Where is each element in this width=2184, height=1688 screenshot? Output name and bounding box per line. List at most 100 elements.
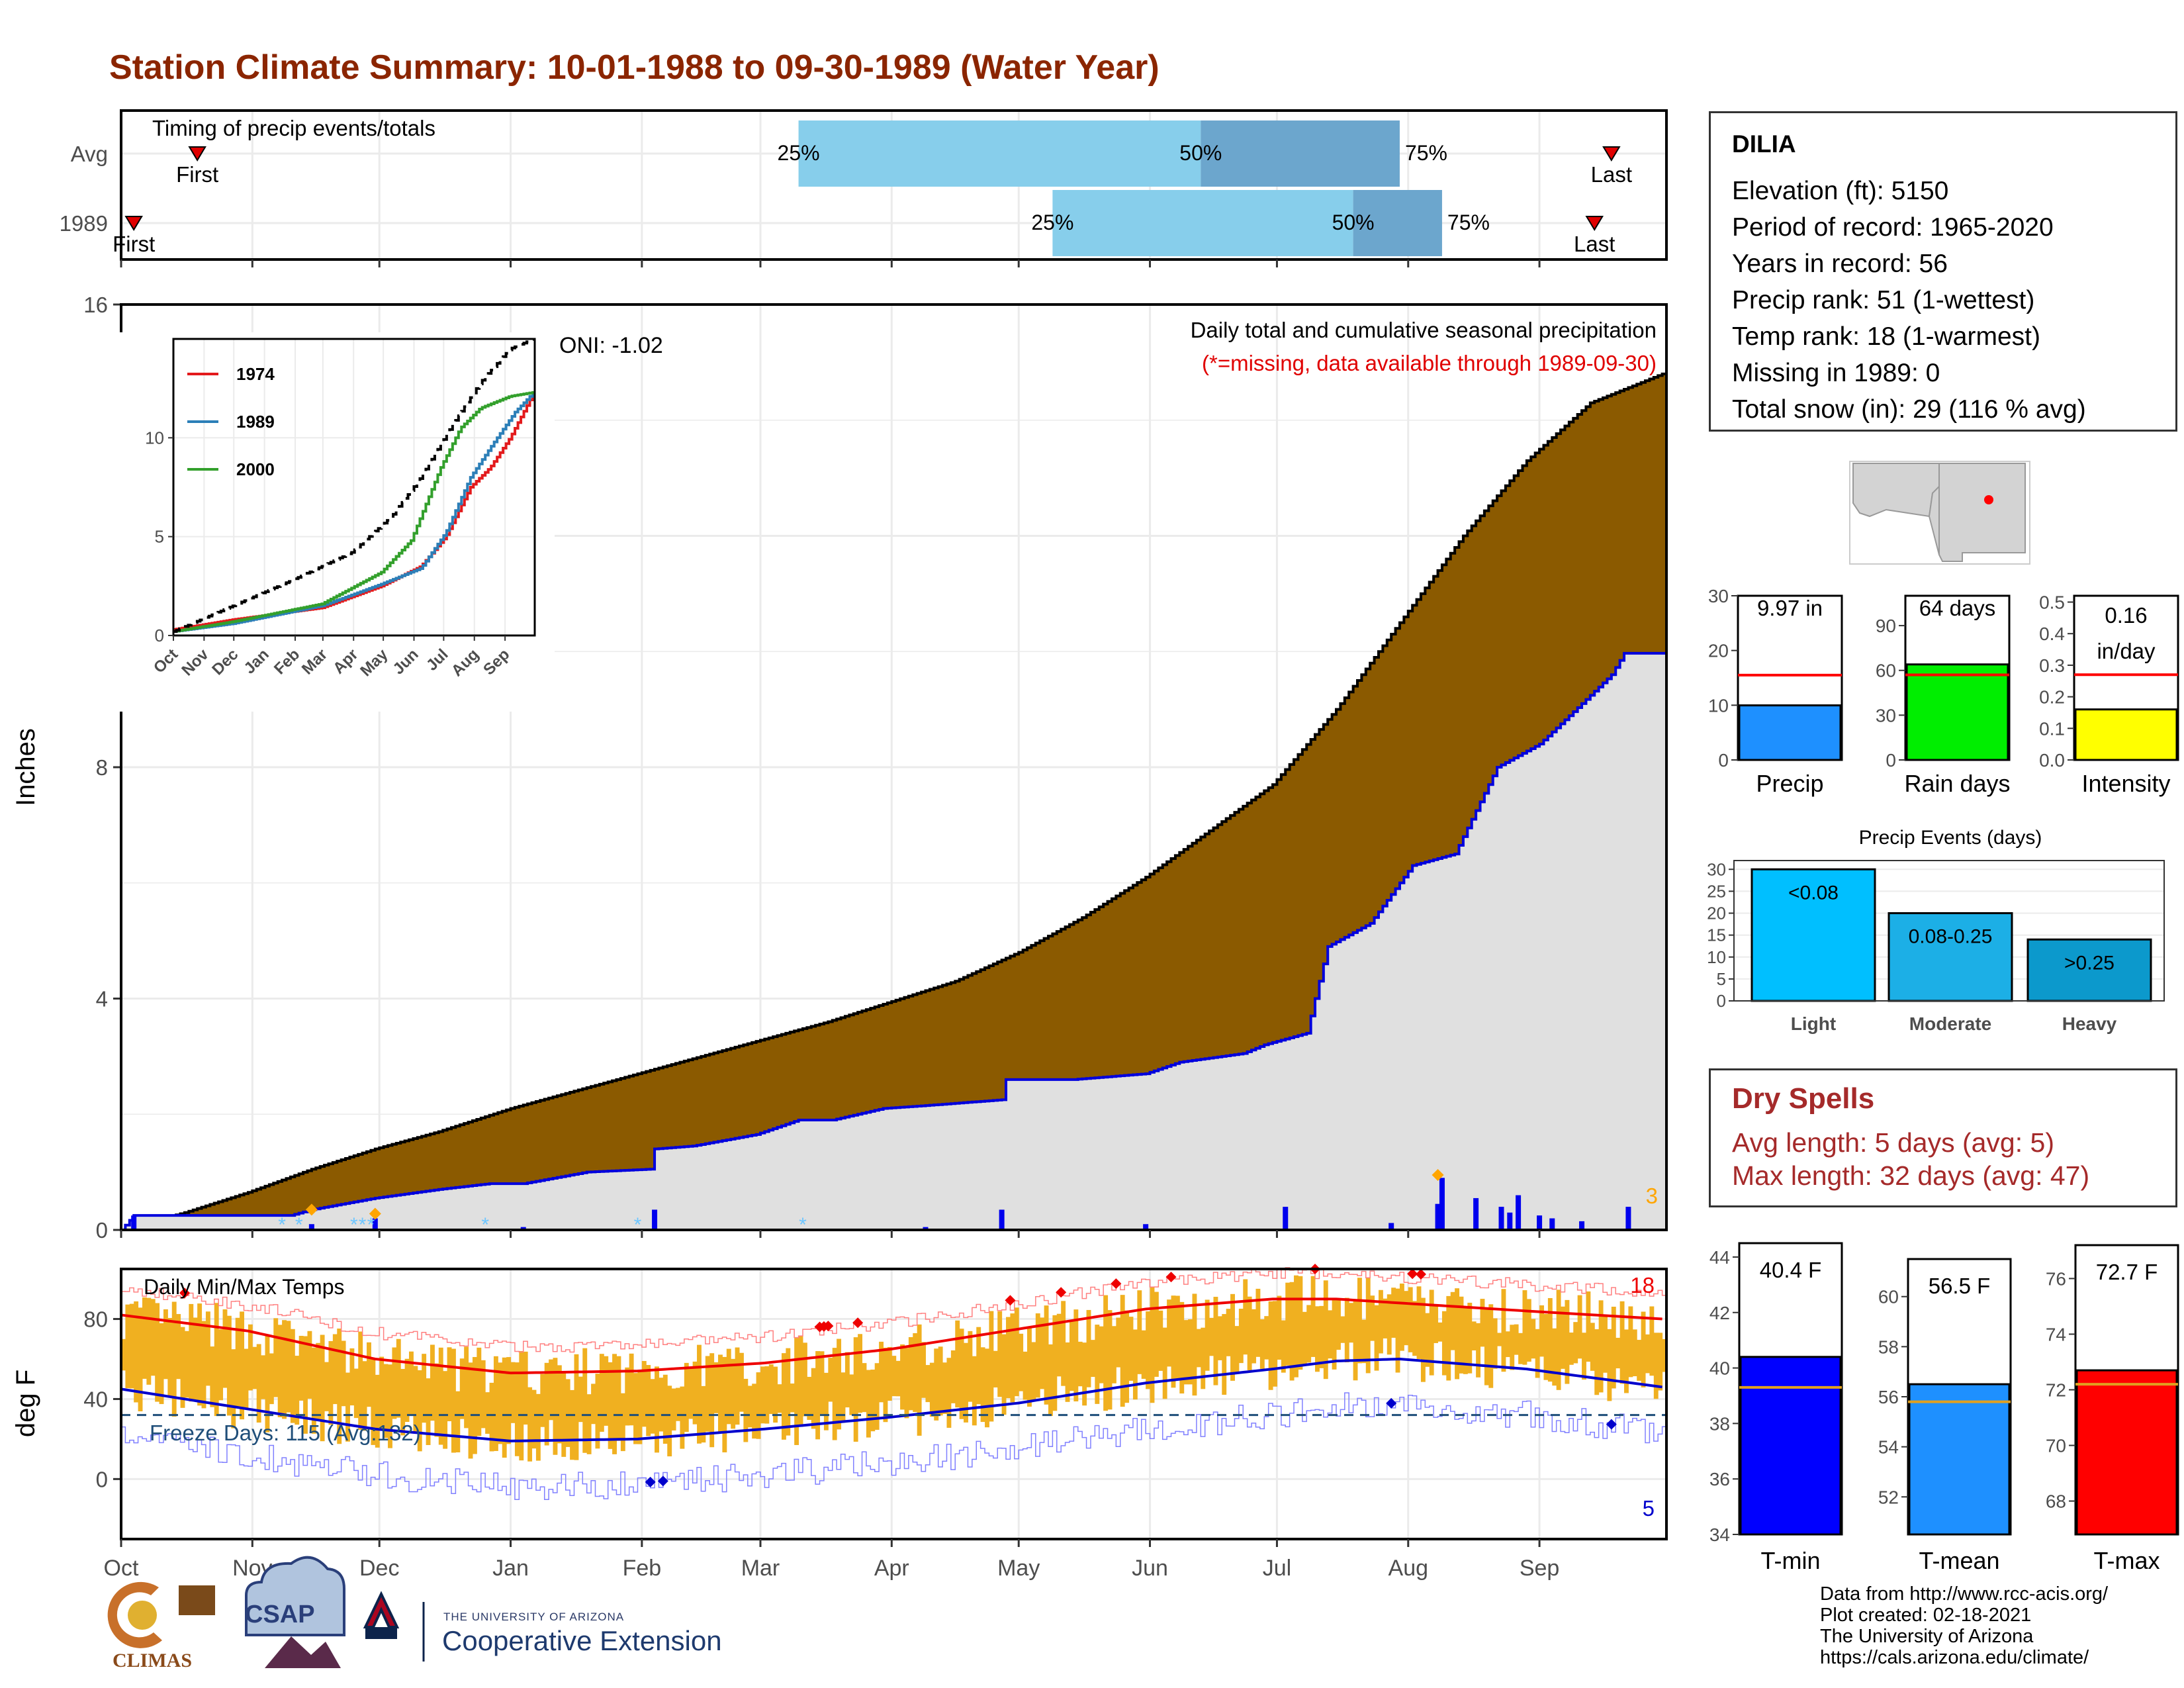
first-event-label: First <box>113 232 155 256</box>
daily-temp-bar <box>1243 1279 1248 1355</box>
temp-summary-ytick-label: 56 <box>1878 1387 1899 1407</box>
daily-temp-bar <box>968 1331 973 1402</box>
daily-temp-bar <box>964 1342 968 1423</box>
daily-temp-bar <box>879 1341 884 1403</box>
timing-panel: Timing of precip events/totals 25% 50% 75% F… <box>60 109 1668 267</box>
daily-precip-bar <box>1435 1203 1441 1230</box>
location-map <box>1849 461 2030 565</box>
daily-temp-bar <box>265 1335 270 1432</box>
csap-mountain-icon <box>265 1636 341 1668</box>
timing-row-label: 1989 <box>60 211 108 236</box>
daily-temp-bar <box>544 1362 549 1446</box>
summary-value-label: 64 days <box>1919 596 1996 620</box>
daily-temp-bar <box>193 1317 198 1400</box>
daily-temp-bar <box>1010 1313 1015 1403</box>
daily-temp-bar <box>735 1347 740 1425</box>
daily-temp-bar <box>781 1353 786 1440</box>
daily-temp-bar <box>692 1361 698 1425</box>
daily-temp-bar <box>688 1368 694 1419</box>
daily-temp-bar <box>1425 1313 1430 1367</box>
daily-temp-bar <box>167 1317 173 1396</box>
daily-temp-bar <box>565 1379 570 1447</box>
summary-bar-precip <box>1738 704 1842 761</box>
daily-temp-bar <box>311 1347 316 1434</box>
events-ytick-label: 30 <box>1707 859 1726 879</box>
daily-temp-bar <box>1273 1301 1277 1387</box>
daily-temp-bar <box>320 1335 325 1442</box>
daily-temp-bar <box>1162 1327 1167 1399</box>
daily-temp-bar <box>790 1383 795 1413</box>
daily-temp-bar <box>929 1362 934 1417</box>
events-bar-moderate <box>1888 912 2013 1002</box>
daily-temp-bar <box>1582 1333 1586 1380</box>
precip-panel-frame <box>120 303 1668 1231</box>
daily-temp-bar <box>760 1366 765 1424</box>
daily-temp-bar <box>1146 1311 1151 1389</box>
daily-temp-bar <box>1061 1301 1066 1386</box>
daily-temp-bar <box>498 1362 503 1444</box>
daily-temp-bar <box>802 1342 807 1417</box>
daily-temp-bar <box>1653 1333 1659 1399</box>
daily-temp-bar <box>129 1303 134 1389</box>
daily-temp-bar <box>1019 1333 1024 1391</box>
temp-summary-ytick-label: 36 <box>1709 1469 1730 1489</box>
daily-temp-bar <box>608 1362 613 1449</box>
daily-precip-bar <box>1439 1178 1445 1230</box>
temp-panel-label: Daily Min/Max Temps <box>144 1275 344 1299</box>
daily-precip-bar <box>520 1227 526 1230</box>
daily-temp-bar <box>298 1336 304 1401</box>
daily-temp-bar <box>205 1311 210 1386</box>
daily-temp-bar <box>455 1391 461 1453</box>
daily-temp-bar <box>612 1354 617 1454</box>
daily-temp-bar <box>1365 1278 1371 1374</box>
daily-temp-bar <box>976 1327 981 1405</box>
daily-temp-bar <box>1264 1316 1269 1360</box>
daily-temp-bar <box>1048 1344 1053 1417</box>
daily-temp-bar <box>367 1342 371 1407</box>
daily-temp-bar <box>1222 1314 1227 1395</box>
daily-temp-bar <box>1658 1333 1663 1391</box>
summary-ytick-label: 0.0 <box>2039 750 2065 771</box>
daily-temp-bar <box>210 1346 215 1407</box>
summary-ytick-label: 10 <box>1708 695 1729 716</box>
summary-ytick-label: 0 <box>1886 750 1896 771</box>
daily-temp-bar <box>913 1333 918 1413</box>
station-missing: Missing in 1989: 0 <box>1732 359 1940 387</box>
daily-temp-bar <box>874 1363 880 1430</box>
summary-value-label: 0.16 <box>2105 603 2147 628</box>
daily-temp-bar <box>155 1303 160 1402</box>
daily-temp-bar <box>1201 1327 1206 1389</box>
daily-temp-bar <box>404 1358 410 1422</box>
daily-temp-bar <box>705 1356 710 1432</box>
month-label: Jun <box>1132 1556 1168 1581</box>
daily-temp-bar <box>489 1382 494 1452</box>
daily-precip-bar <box>1625 1207 1631 1230</box>
daily-temp-bar <box>1662 1338 1667 1372</box>
daily-temp-bar <box>1450 1291 1455 1350</box>
ua-logo-big-text: Cooperative Extension <box>442 1625 722 1656</box>
avg-cumulative-area <box>121 372 1668 1231</box>
daily-temp-bar <box>332 1334 338 1405</box>
daily-temp-bar <box>485 1392 490 1434</box>
daily-precip-bar <box>923 1227 929 1230</box>
daily-temp-bar <box>1298 1276 1303 1370</box>
daily-temp-bar <box>844 1352 850 1408</box>
ua-logo-a-icon <box>363 1591 400 1628</box>
daily-temp-bar <box>392 1347 397 1419</box>
daily-temp-bar <box>1598 1300 1604 1393</box>
daily-temp-bar <box>426 1378 431 1445</box>
record-low-marker <box>657 1476 668 1487</box>
daily-temp-bar <box>891 1356 897 1397</box>
daily-temp-bar <box>218 1329 224 1401</box>
daily-temp-bar <box>1446 1295 1451 1381</box>
timing-box-25-50 <box>1052 190 1353 256</box>
daily-temp-bar <box>1035 1313 1040 1398</box>
inset-legend-label: 2000 <box>236 459 275 479</box>
daily-temp-bar <box>353 1368 359 1419</box>
daily-temp-bar <box>1353 1300 1358 1381</box>
summary-value-label: 9.97 in <box>1757 596 1823 620</box>
daily-temp-bar <box>1641 1311 1646 1387</box>
daily-temp-bar <box>1412 1301 1418 1356</box>
daily-temp-bar <box>1408 1287 1413 1352</box>
daily-precip-bar <box>1549 1218 1555 1230</box>
